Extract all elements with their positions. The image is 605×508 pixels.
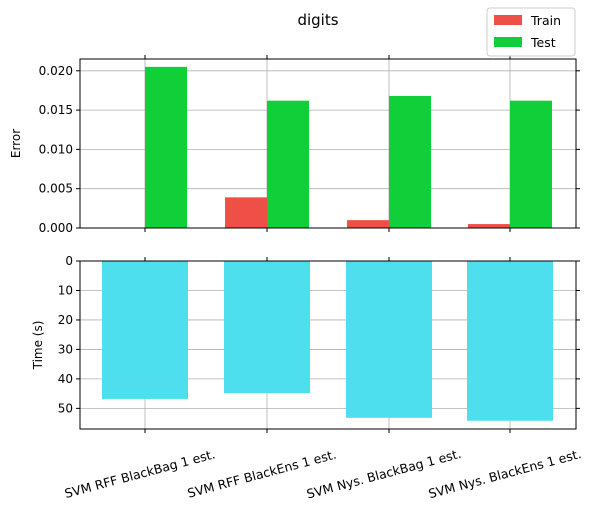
axes-frame <box>79 260 577 430</box>
y-tick-label: 10 <box>58 283 73 297</box>
test-bar-0 <box>145 66 187 228</box>
test-bar-2 <box>389 95 431 228</box>
time-bar-1 <box>224 261 310 394</box>
y-axis-label: Time (s) <box>31 321 45 371</box>
figure-title: digits <box>297 11 338 29</box>
y-tick-label: 50 <box>58 401 73 415</box>
y-tick-label: 0 <box>65 254 73 268</box>
legend-swatch-train <box>494 15 522 25</box>
y-tick-label: 40 <box>58 372 73 386</box>
legend-label-train: Train <box>530 13 561 28</box>
test-bar-3 <box>510 100 552 228</box>
train-bar-1 <box>225 197 267 228</box>
y-axis-label: Error <box>9 129 23 158</box>
error-panel: 0.000 0.005 0.010 0.015 0.020 Error <box>9 55 580 235</box>
legend-swatch-test <box>494 37 522 47</box>
time-bar-0 <box>102 261 188 399</box>
y-tick-label: 20 <box>58 313 73 327</box>
y-tick-label: 0.005 <box>39 182 73 196</box>
x-tick-labels: SVM RFF BlackBag 1 est.SVM RFF BlackEns … <box>63 446 583 502</box>
time-bar-2 <box>346 261 432 418</box>
y-tick-label: 0.010 <box>39 142 73 156</box>
legend: Train Test <box>486 7 576 57</box>
y-tick-label: 0.020 <box>39 64 73 78</box>
y-tick-label: 0.000 <box>39 221 73 235</box>
train-bar-2 <box>347 220 389 228</box>
axes-frame <box>79 58 577 229</box>
time-panel: 0 10 20 30 40 50 Time (s) <box>31 254 580 433</box>
y-tick-label: 0.015 <box>39 103 73 117</box>
time-bar-3 <box>467 261 553 421</box>
legend-label-test: Test <box>530 35 556 50</box>
test-bar-1 <box>267 100 309 228</box>
y-tick-label: 30 <box>58 342 73 356</box>
train-bar-3 <box>468 224 510 228</box>
